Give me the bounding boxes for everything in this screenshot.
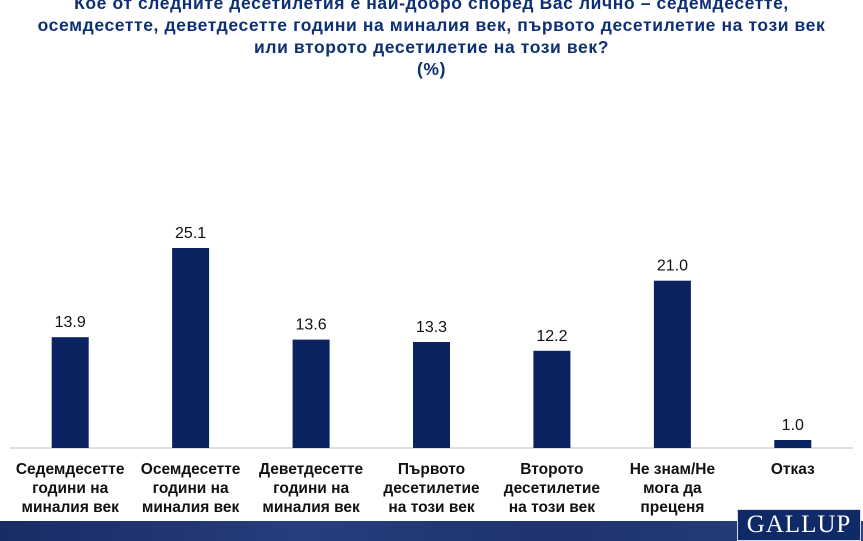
value-label-7: 1.0 (782, 417, 804, 434)
category-label-line: миналия век (141, 499, 240, 516)
bar-3 (292, 339, 330, 448)
bar-4 (413, 342, 450, 448)
category-label-line: десетилетие (383, 480, 480, 497)
value-labels-group: 13.9 25.1 13.6 13.3 12.2 21.0 1.0 (55, 225, 804, 434)
bar-2 (172, 248, 210, 448)
gallup-logo-text: GALLUP (746, 511, 852, 538)
category-label-line: години на (273, 480, 350, 497)
bars-group (51, 248, 812, 448)
category-label-line: на този век (388, 499, 475, 516)
bar-1 (51, 337, 89, 448)
title-line-1: Кое от следните десетилетия е най-добро … (74, 0, 789, 13)
category-label-7: Отказ (730, 460, 856, 479)
chart-title: Кое от следните десетилетия е най-добро … (0, 0, 863, 80)
category-label-line: миналия век (21, 499, 119, 516)
category-label-4: Първото десетилетие на този век (369, 460, 495, 517)
value-label-4: 13.3 (416, 319, 447, 336)
bar-6 (653, 280, 691, 448)
category-label-line: Осемдесетте (140, 461, 241, 478)
title-unit: (%) (416, 59, 446, 79)
category-label-5: Второто десетилетие на този век (489, 460, 615, 517)
category-label-line: Седемдесетте (15, 461, 125, 478)
category-label-line: Деветдесетте (259, 461, 364, 478)
value-label-5: 12.2 (536, 328, 567, 345)
category-label-line: десетилетие (503, 480, 600, 497)
category-label-line: Второто (520, 461, 584, 478)
category-label-line: Отказ (770, 461, 815, 478)
category-label-line: години на (152, 480, 229, 497)
footer-band (0, 521, 863, 541)
title-line-2: осемдесетте, деветдесетте години на мина… (37, 15, 826, 35)
category-label-line: на този век (508, 499, 595, 516)
category-label-line: Не знам/Не (629, 461, 716, 478)
category-label-2: Осемдесетте години на миналия век (128, 460, 254, 517)
category-label-1: Седемдесетте години на миналия век (7, 460, 133, 517)
gallup-logo: GALLUP (737, 509, 861, 541)
bar-7 (774, 440, 812, 448)
category-label-line: мога да (643, 480, 702, 497)
bar-5 (533, 350, 571, 448)
value-label-2: 25.1 (175, 225, 206, 242)
category-label-6: Не знам/Не мога да преценя (609, 460, 735, 517)
category-label-3: Деветдесетте години на миналия век (248, 460, 374, 517)
title-line-3: или второто десетилетие на този век? (254, 37, 609, 57)
category-label-line: миналия век (262, 499, 360, 516)
value-label-1: 13.9 (55, 314, 86, 331)
category-label-line: години на (32, 480, 109, 497)
value-label-6: 21.0 (657, 258, 688, 275)
value-label-3: 13.6 (296, 317, 327, 334)
category-label-line: преценя (640, 499, 705, 516)
category-label-line: Първото (397, 461, 466, 478)
